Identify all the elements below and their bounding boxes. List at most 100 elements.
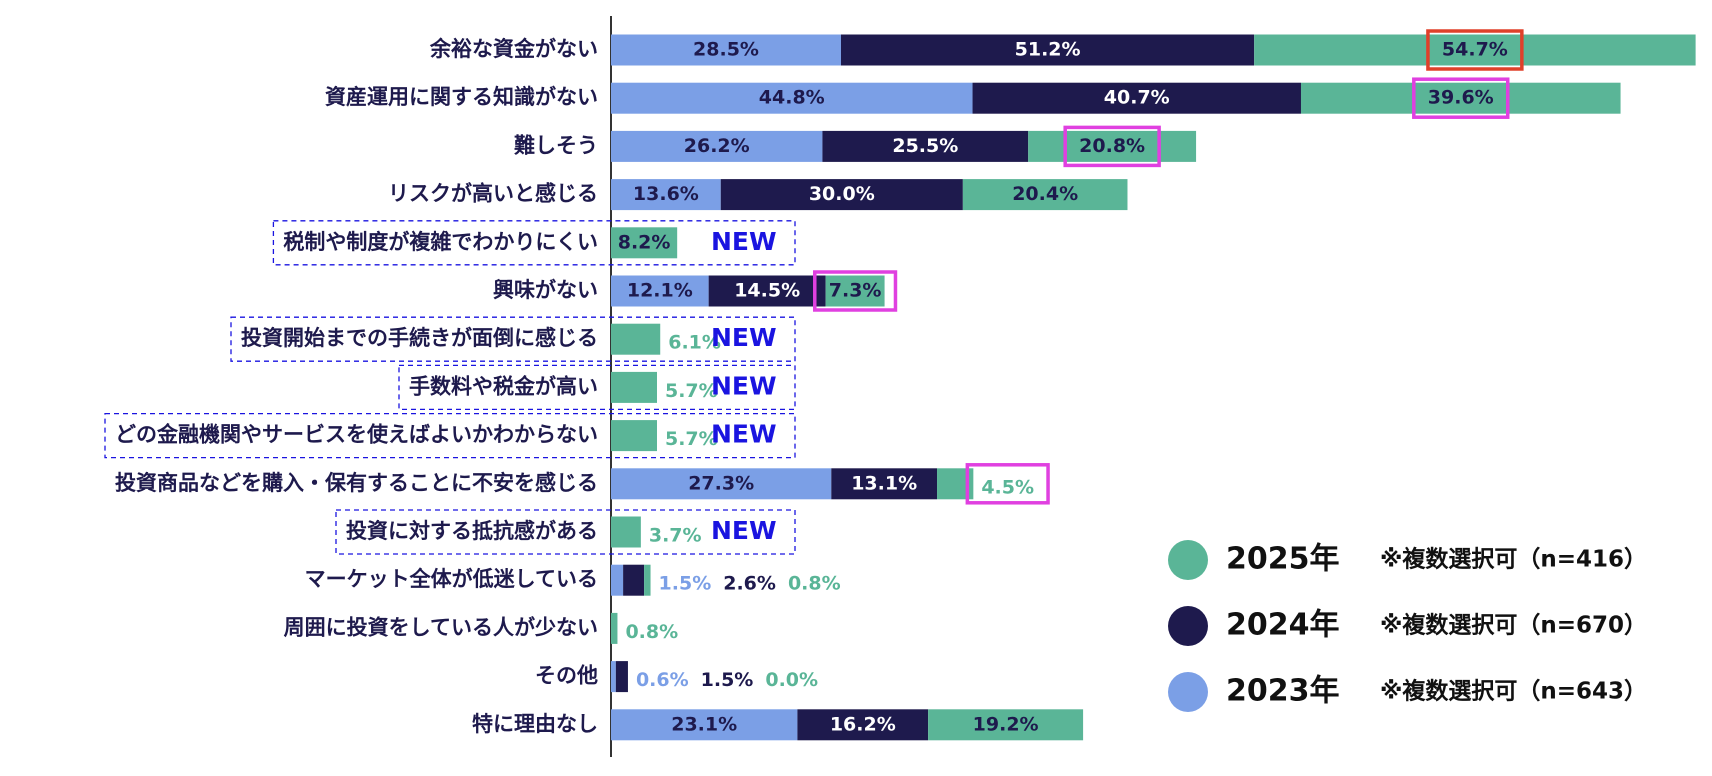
category-label: どの金融機関やサービスを使えばよいかわからない [115, 423, 598, 447]
category-label: 資産運用に関する知識がない [325, 85, 598, 109]
bar [611, 82, 973, 114]
new-badge: NEW [711, 227, 777, 256]
bar [1254, 34, 1696, 66]
value-label: 44.8% [759, 87, 825, 109]
bar [962, 179, 1128, 211]
value-label: 39.6% [1428, 87, 1494, 109]
value-label: 8.2% [618, 231, 671, 253]
category-label: 税制や制度が複雑でわかりにくい [283, 230, 598, 254]
new-badge: NEW [711, 323, 777, 352]
value-label: 2.6% [723, 573, 776, 595]
bar [611, 612, 618, 644]
value-label: 13.6% [633, 183, 699, 205]
bar [708, 275, 826, 307]
value-label: 14.5% [734, 280, 800, 302]
bar [611, 130, 823, 162]
bar [611, 371, 657, 403]
value-label: 3.7% [649, 525, 702, 547]
category-label: 特に理由なし [472, 712, 598, 736]
category-label: 余裕な資金がない [429, 37, 598, 61]
value-label: 0.8% [788, 573, 841, 595]
category-label: 投資に対する抵抗感がある [346, 519, 598, 543]
value-label: 40.7% [1104, 87, 1170, 109]
highlight-box [1426, 29, 1524, 71]
bar [972, 82, 1301, 114]
bar [623, 564, 645, 596]
bar [611, 468, 832, 500]
category-label: マーケット全体が低迷している [305, 567, 598, 591]
value-label: 28.5% [693, 39, 759, 61]
new-frame [335, 509, 796, 555]
value-label: 30.0% [809, 183, 875, 205]
new-badge: NEW [711, 371, 777, 400]
bar [822, 130, 1029, 162]
highlight-box [965, 463, 1050, 505]
bar [611, 275, 709, 307]
legend-label: 2025年 [1226, 542, 1340, 577]
highlight-box [1412, 77, 1510, 119]
bar [720, 179, 963, 211]
value-label: 4.5% [981, 476, 1034, 498]
category-label: 投資開始までの手続きが面倒に感じる [241, 326, 598, 350]
value-label: 19.2% [973, 713, 1039, 735]
value-label: 5.7% [665, 380, 718, 402]
bar [831, 468, 938, 500]
legend-note: ※複数選択可（n=670） [1380, 612, 1647, 639]
bar [840, 34, 1255, 66]
value-label: 5.7% [665, 428, 718, 450]
bar [825, 275, 885, 307]
value-label: 26.2% [684, 135, 750, 157]
category-label: その他 [535, 664, 598, 688]
bar [611, 661, 616, 693]
category-label: 手数料や税金が高い [409, 374, 598, 398]
legend-label: 2024年 [1226, 608, 1340, 643]
bar [611, 34, 841, 66]
value-label: 0.0% [765, 669, 818, 691]
value-label: 54.7% [1442, 39, 1508, 61]
highlight-box [813, 270, 898, 312]
bar [611, 323, 661, 355]
value-label: 16.2% [830, 713, 896, 735]
category-label: 興味がない [493, 278, 598, 302]
value-label: 0.6% [636, 669, 689, 691]
legend-marker [1168, 540, 1208, 580]
value-label: 27.3% [688, 472, 754, 494]
bar [611, 227, 678, 259]
new-frame [230, 316, 796, 362]
bar [797, 709, 929, 741]
legend-marker [1168, 672, 1208, 712]
value-label: 13.1% [851, 472, 917, 494]
legend-note: ※複数選択可（n=643） [1380, 678, 1647, 705]
bar [615, 661, 628, 693]
legend-label: 2023年 [1226, 674, 1340, 709]
legend-marker [1168, 606, 1208, 646]
legend-note: ※複数選択可（n=416） [1380, 546, 1647, 573]
value-label: 0.8% [625, 621, 678, 643]
bar [611, 564, 624, 596]
value-label: 12.1% [627, 280, 693, 302]
highlight-box [1063, 125, 1161, 168]
new-frame [272, 220, 796, 266]
bar [611, 420, 657, 452]
bar [1300, 82, 1621, 114]
value-label: 6.1% [668, 332, 721, 354]
value-label: 51.2% [1015, 39, 1081, 61]
value-label: 25.5% [892, 135, 958, 157]
value-label: 20.4% [1012, 183, 1078, 205]
value-label: 1.5% [701, 669, 754, 691]
category-label: 投資商品などを購入・保有することに不安を感じる [115, 471, 598, 495]
bar [611, 516, 641, 548]
new-frame [104, 412, 796, 459]
bar [611, 179, 721, 211]
new-frame [398, 364, 796, 411]
bar [611, 709, 798, 741]
value-label: 7.3% [829, 280, 882, 302]
bar [644, 564, 651, 596]
category-label: リスクが高いと感じる [388, 182, 598, 206]
bar [1028, 130, 1197, 162]
new-badge: NEW [711, 420, 777, 449]
value-label: 23.1% [671, 713, 737, 735]
value-label: 1.5% [659, 573, 712, 595]
new-badge: NEW [711, 516, 777, 545]
